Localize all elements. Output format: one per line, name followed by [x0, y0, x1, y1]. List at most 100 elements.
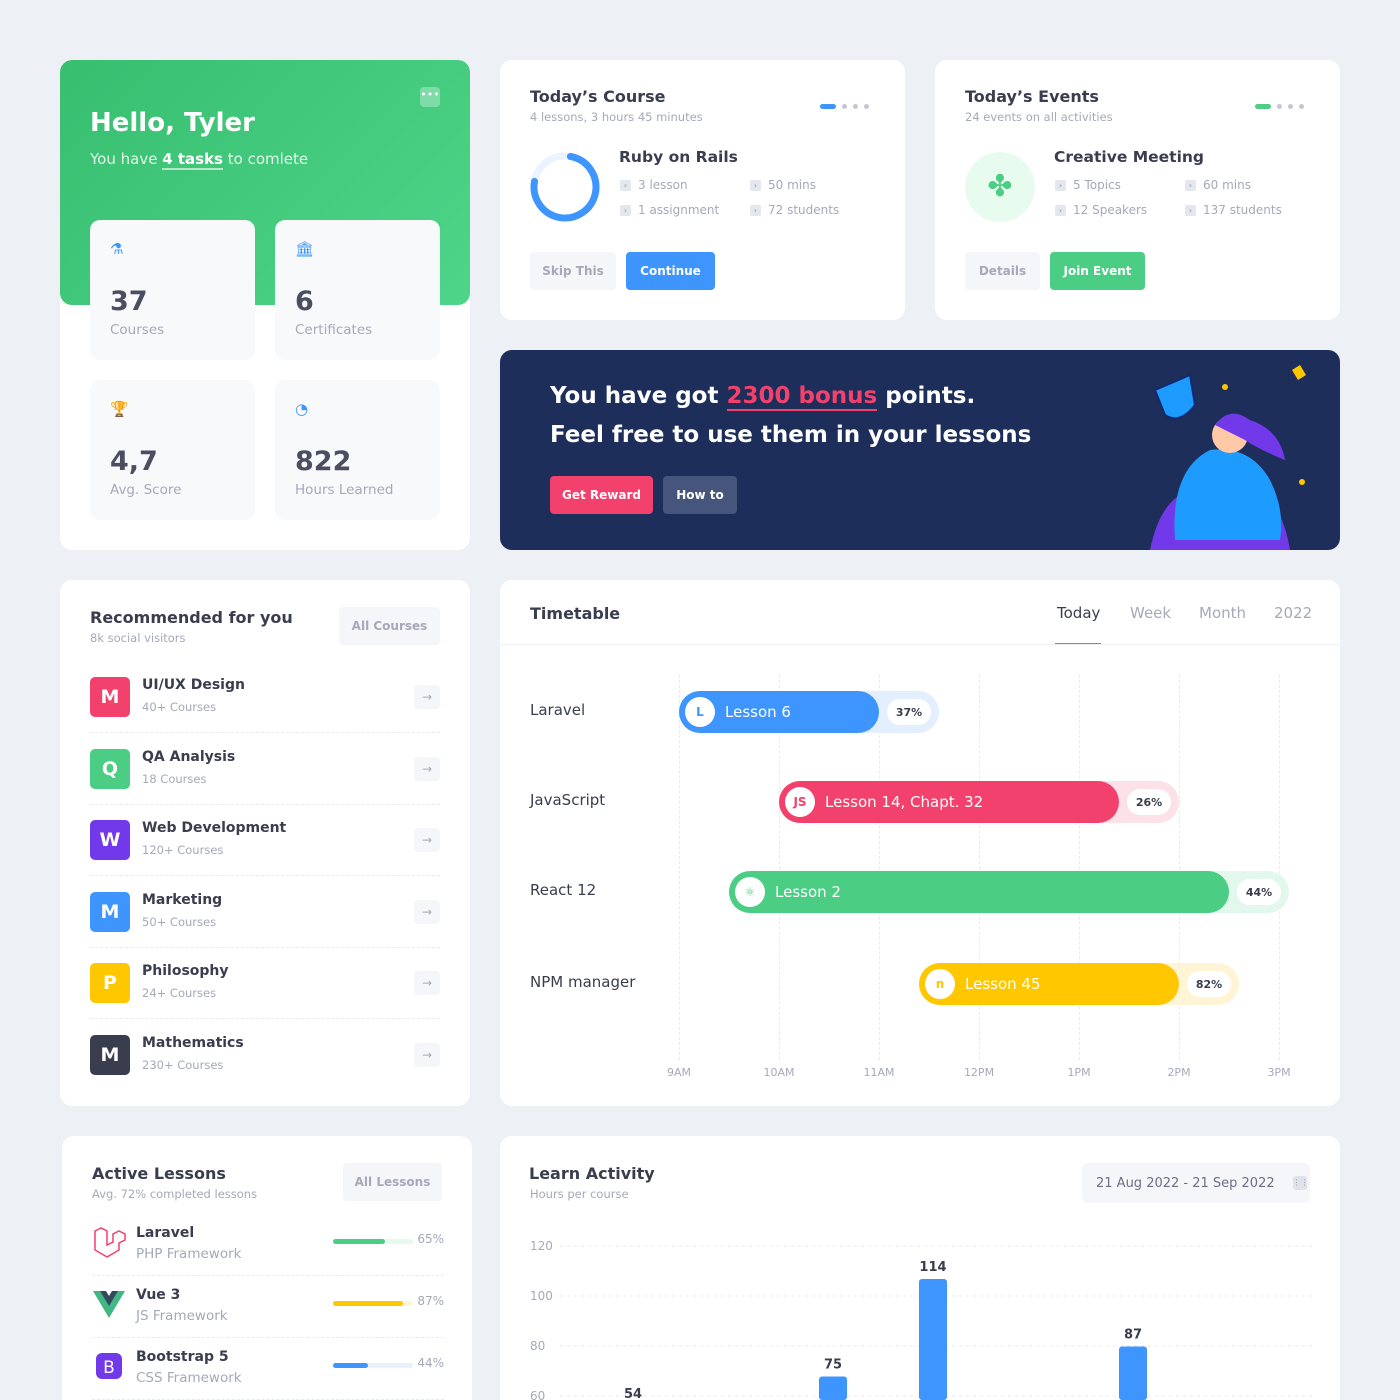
activity-bar[interactable]: [919, 1279, 947, 1400]
lesson-bar-fill: ⚛ Lesson 2: [729, 871, 1229, 913]
bonus-highlight: 2300 bonus: [726, 383, 878, 411]
skip-button[interactable]: Skip This: [530, 252, 616, 290]
todays-events-card: Today’s Events 24 events on all activiti…: [935, 60, 1340, 320]
course-avatar: Q: [90, 748, 130, 789]
y-tick-label: 80: [530, 1339, 545, 1353]
course-count: 18 Courses: [142, 771, 207, 786]
bonus-subline: Feel free to use them in your lessons: [550, 422, 1032, 448]
timetable-row-label: NPM manager: [530, 973, 636, 991]
continue-button[interactable]: Continue: [626, 252, 715, 290]
bank-icon: 🏛: [295, 240, 315, 258]
stat-certificates: 🏛 6 Certificates: [275, 220, 440, 360]
activity-bar[interactable]: [819, 1376, 847, 1400]
event-meta: › 5 Topics: [1055, 178, 1121, 192]
y-tick-label: 100: [530, 1289, 553, 1303]
lesson-bar[interactable]: ⚛ Lesson 2 44%: [729, 871, 1289, 913]
course-meta: › 50 mins: [750, 178, 816, 192]
lesson-name: Vue 3: [136, 1287, 181, 1303]
all-lessons-button[interactable]: All Lessons: [343, 1163, 442, 1201]
hour-label: 1PM: [1067, 1066, 1091, 1079]
activity-bar[interactable]: [1119, 1346, 1147, 1400]
divider: [90, 803, 440, 805]
join-event-button[interactable]: Join Event: [1050, 252, 1145, 290]
y-tick-label: 60: [530, 1389, 545, 1400]
progress-fill: [333, 1301, 403, 1306]
all-courses-button[interactable]: All Courses: [339, 607, 440, 645]
course-item[interactable]: M Marketing 50+ Courses →: [90, 891, 440, 952]
divider: [90, 946, 440, 948]
tab-today[interactable]: Today: [1057, 604, 1101, 622]
timetable-row-label: React 12: [530, 881, 597, 899]
carousel-dots[interactable]: [1255, 104, 1304, 109]
lesson-bar-fill: JS Lesson 14, Chapt. 32: [779, 781, 1119, 823]
how-to-button[interactable]: How to: [663, 476, 737, 514]
active-lesson-item[interactable]: B Bootstrap 5 CSS Framework 44%: [92, 1349, 444, 1400]
tab-week[interactable]: Week: [1130, 604, 1172, 622]
card-subtitle: Avg. 72% completed lessons: [92, 1187, 258, 1201]
course-name: Mathematics: [142, 1035, 244, 1051]
lesson-bar[interactable]: JS Lesson 14, Chapt. 32 26%: [779, 781, 1179, 823]
course-progress-ring: [530, 152, 600, 222]
divider: [92, 1337, 444, 1338]
arrow-right-icon[interactable]: →: [414, 828, 440, 853]
tasks-link[interactable]: 4 tasks: [162, 150, 223, 170]
lesson-framework: JS Framework: [136, 1308, 228, 1324]
details-button[interactable]: Details: [965, 252, 1040, 290]
tab-month[interactable]: Month: [1199, 604, 1247, 622]
active-lesson-item[interactable]: Vue 3 JS Framework 87%: [92, 1287, 444, 1342]
trophy-icon: 🏆: [110, 400, 129, 418]
course-name: UI/UX Design: [142, 677, 245, 693]
hour-gridline: [1179, 675, 1180, 1060]
lesson-percent: 37%: [887, 699, 931, 725]
card-title: Today’s Course: [530, 87, 666, 106]
course-item[interactable]: W Web Development 120+ Courses →: [90, 820, 440, 880]
timetable-row-label: Laravel: [530, 701, 586, 719]
course-name: Marketing: [142, 891, 223, 908]
stat-label: Certificates: [295, 322, 373, 338]
lesson-bar-fill: n Lesson 45: [919, 963, 1179, 1005]
lesson-bar[interactable]: n Lesson 45 82%: [919, 963, 1239, 1005]
flask-icon: ⚗: [110, 240, 124, 258]
active-lessons-card: Active Lessons Avg. 72% completed lesson…: [62, 1136, 472, 1400]
stat-value: 822: [295, 446, 352, 477]
course-item[interactable]: P Philosophy 24+ Courses →: [90, 963, 440, 1023]
arrow-right-icon[interactable]: →: [414, 899, 440, 924]
progress-fill: [333, 1363, 369, 1368]
bar-value-label: 75: [824, 1358, 842, 1373]
tab-2022[interactable]: 2022: [1274, 604, 1313, 622]
date-range-picker[interactable]: 21 Aug 2022 - 21 Sep 2022 ⋮⋮: [1082, 1163, 1310, 1203]
carousel-dots[interactable]: [820, 104, 869, 109]
lesson-percent: 44%: [1237, 879, 1281, 905]
lesson-bar[interactable]: L Lesson 6 37%: [679, 691, 939, 733]
chevron-right-icon: ›: [620, 204, 631, 216]
arrow-right-icon[interactable]: →: [414, 685, 440, 709]
course-meta: › 72 students: [750, 203, 839, 217]
divider: [90, 875, 440, 877]
lesson-percent: 26%: [1127, 789, 1171, 815]
hour-label: 9AM: [666, 1066, 691, 1079]
meta-text: 12 Speakers: [1073, 203, 1148, 217]
hour-gridline: [1279, 675, 1280, 1060]
divider: [92, 1275, 444, 1276]
chevron-right-icon: ›: [1055, 179, 1066, 191]
arrow-right-icon[interactable]: →: [414, 971, 440, 996]
chart-subtitle: Hours per course: [530, 1187, 629, 1201]
course-count: 40+ Courses: [142, 700, 217, 714]
meta-text: 60 mins: [1203, 178, 1251, 192]
arrow-right-icon[interactable]: →: [414, 756, 440, 781]
more-dots-icon[interactable]: •••: [420, 87, 440, 107]
course-item[interactable]: Q QA Analysis 18 Courses →: [90, 748, 440, 809]
hour-label: 2PM: [1167, 1066, 1191, 1079]
event-name: Creative Meeting: [1054, 148, 1205, 166]
course-name: QA Analysis: [142, 748, 236, 765]
active-lesson-item[interactable]: Laravel PHP Framework 65%: [92, 1225, 444, 1280]
timetable-card: Timetable Today Week Month 2022 9AM 10AM 11AM…: [500, 580, 1340, 1106]
arrow-right-icon[interactable]: →: [414, 1043, 440, 1067]
card-title: Recommended for you: [90, 608, 293, 627]
svg-text:B: B: [103, 1358, 115, 1378]
get-reward-button[interactable]: Get Reward: [550, 476, 653, 514]
course-item[interactable]: M UI/UX Design 40+ Courses →: [90, 677, 440, 737]
lesson-percent: 82%: [1187, 971, 1231, 997]
course-item[interactable]: M Mathematics 230+ Courses →: [90, 1035, 440, 1095]
react-icon: ⚛: [735, 877, 765, 907]
